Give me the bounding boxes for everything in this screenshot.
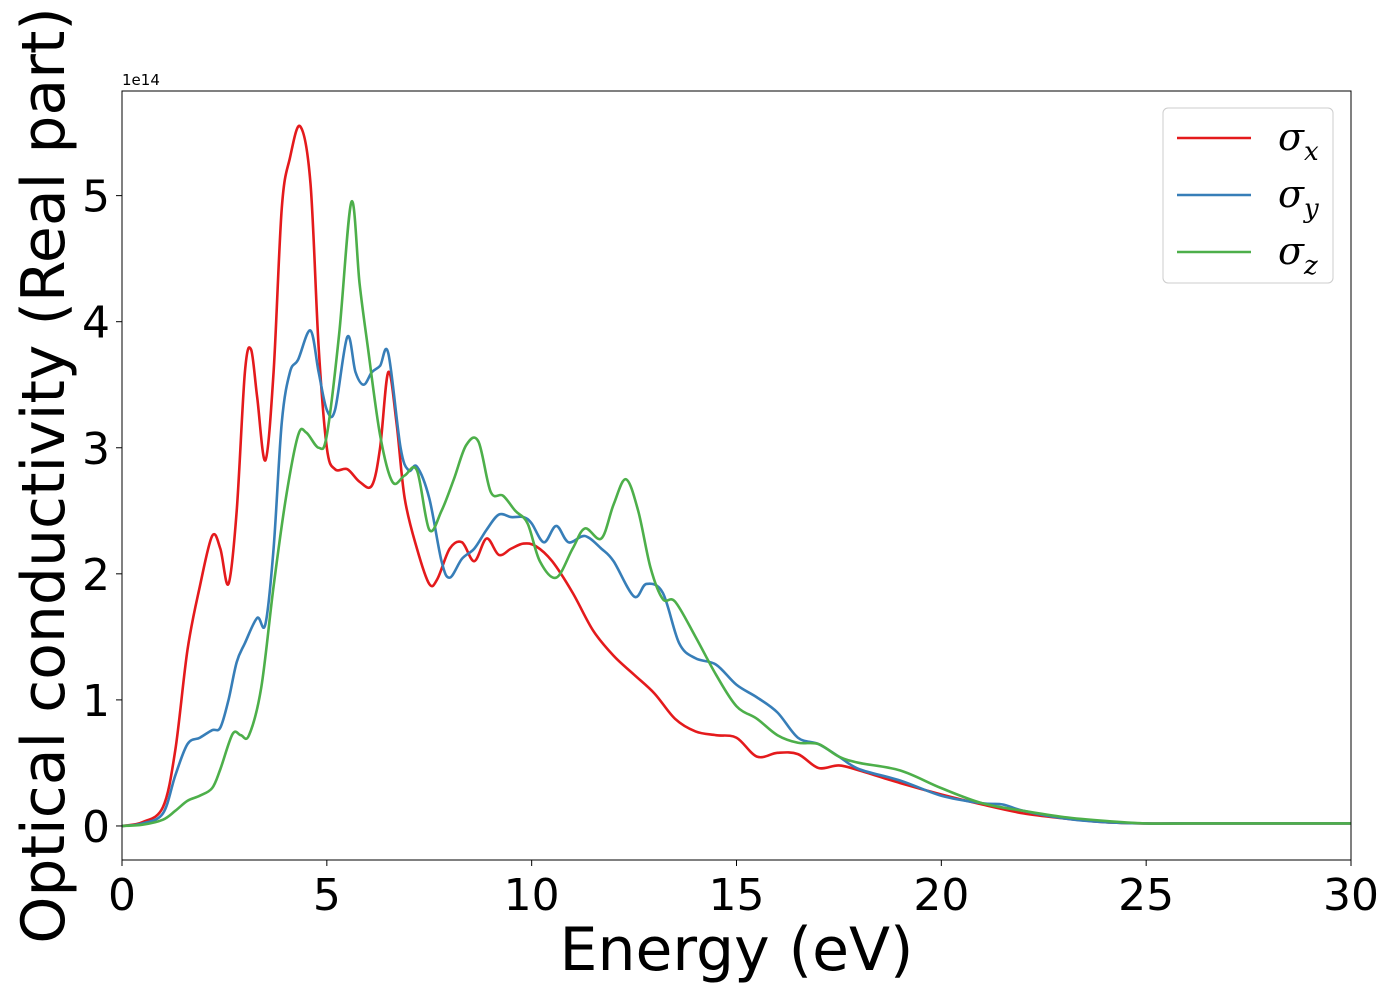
legend-symbol: σ [1278,229,1305,273]
y-tick-label: 0 [82,802,110,853]
y-tick-label: 3 [82,424,110,475]
legend-symbol: σ [1278,172,1305,216]
legend-subscript: x [1304,137,1319,167]
x-tick-label: 5 [313,870,341,921]
x-axis-title: Energy (eV) [560,915,914,985]
y-axis-title: Optical conductivity (Real part) [9,7,79,944]
legend-label-y: σy [1278,172,1319,224]
x-tick-label: 30 [1323,870,1379,921]
legend-symbol: σ [1278,115,1305,159]
legend-label-x: σx [1278,115,1319,167]
x-tick-label: 0 [108,870,136,921]
x-tick-label: 25 [1118,870,1174,921]
x-axis: 0 5 10 15 20 25 30 [108,860,1379,921]
x-tick-label: 20 [913,870,969,921]
y-axis: 0 1 2 3 4 5 [82,172,122,853]
legend-label-z: σz [1278,229,1318,281]
y-tick-label: 1 [82,676,110,727]
y-tick-label: 2 [82,550,110,601]
series-line-y [121,329,1351,828]
series-layer [121,124,1351,828]
y-tick-label: 4 [82,298,110,349]
legend-subscript: z [1303,251,1318,281]
y-offset-text: 1e14 [122,71,160,89]
series-line-z [121,200,1351,828]
x-tick-label: 15 [709,870,765,921]
y-tick-label: 5 [82,172,110,223]
x-tick-label: 10 [504,870,560,921]
legend-subscript: y [1303,194,1319,224]
